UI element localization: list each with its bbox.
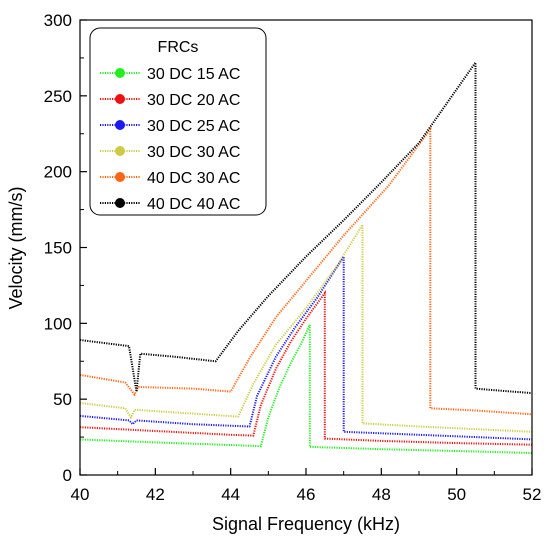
y-tick-label: 100: [44, 314, 72, 333]
x-tick-label: 48: [372, 485, 391, 504]
series-line-4: [79, 221, 533, 433]
x-tick-label: 40: [71, 485, 90, 504]
y-tick-label: 200: [44, 163, 72, 182]
legend: FRCs 30 DC 15 AC 30 DC 20 AC 30 DC 25 AC 30…: [89, 27, 267, 216]
plot-area: 40 42 44 46 48 50 52 0 50 100 150 200 250 300: [44, 11, 542, 504]
y-tick-label: 300: [44, 11, 72, 30]
legend-label-3: 30 DC 25 AC: [147, 118, 240, 135]
legend-box: [89, 27, 267, 216]
legend-marker-5: [115, 172, 125, 182]
x-tick-label: 52: [523, 485, 542, 504]
legend-marker-2: [115, 94, 125, 104]
x-tick-label: 44: [221, 485, 240, 504]
legend-label-1: 30 DC 15 AC: [147, 66, 240, 83]
legend-marker-4: [115, 146, 125, 156]
y-tick-label: 0: [63, 466, 72, 485]
x-axis-label: Signal Frequency (kHz): [212, 514, 400, 534]
legend-label-6: 40 DC 40 AC: [147, 196, 240, 213]
y-axis-label: Velocity (mm/s): [6, 186, 26, 309]
legend-marker-6: [115, 198, 125, 208]
legend-label-2: 30 DC 20 AC: [147, 92, 240, 109]
legend-marker-3: [115, 120, 125, 130]
x-tick-label: 42: [146, 485, 165, 504]
x-tick-label: 50: [447, 485, 466, 504]
y-tick-label: 50: [53, 390, 72, 409]
series-line-2: [79, 289, 533, 446]
legend-title: FRCs: [158, 39, 199, 56]
y-tick-label: 250: [44, 87, 72, 106]
legend-label-5: 40 DC 30 AC: [147, 170, 240, 187]
series-line-1: [79, 324, 533, 454]
series-line-3: [79, 253, 533, 441]
legend-label-4: 30 DC 30 AC: [147, 144, 240, 161]
legend-marker-1: [115, 68, 125, 78]
y-tick-label: 150: [44, 239, 72, 258]
x-tick-label: 46: [297, 485, 316, 504]
